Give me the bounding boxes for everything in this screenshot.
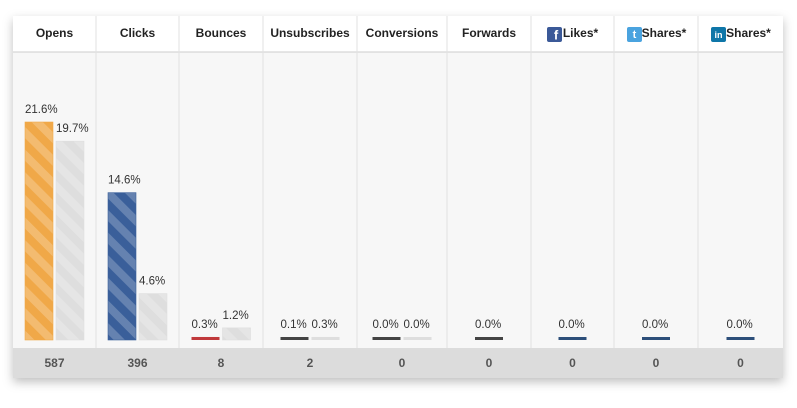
bar xyxy=(311,336,340,340)
value-label: 0.0% xyxy=(559,319,585,331)
facebook-icon-glyph: f xyxy=(554,27,559,42)
bar xyxy=(372,337,401,340)
value-label: 0.0% xyxy=(373,319,399,331)
social-icons: f t in xyxy=(547,27,726,42)
value-label: 21.6% xyxy=(25,104,58,116)
header-row xyxy=(13,16,783,52)
value-label: 0.0% xyxy=(475,319,501,331)
column-header: Conversions xyxy=(366,26,439,40)
footer-row xyxy=(13,348,783,378)
bar xyxy=(107,192,137,341)
count: 0 xyxy=(737,356,744,370)
value-label: 4.6% xyxy=(139,276,165,288)
bar xyxy=(138,293,168,341)
count: 8 xyxy=(218,356,225,370)
column-header: Likes* xyxy=(563,26,599,40)
linkedin-icon-glyph: in xyxy=(715,30,723,40)
bar xyxy=(475,337,503,340)
column-header: Forwards xyxy=(462,26,516,40)
value-label: 1.2% xyxy=(223,310,249,322)
count: 2 xyxy=(307,356,314,370)
column-header: Unsubscribes xyxy=(270,26,350,40)
bar xyxy=(403,337,432,340)
count: 0 xyxy=(399,356,406,370)
count: 587 xyxy=(44,356,64,370)
bar xyxy=(55,140,85,341)
value-label: 0.0% xyxy=(404,319,430,331)
column-header: Shares* xyxy=(642,26,687,40)
value-label: 14.6% xyxy=(108,175,141,187)
value-label: 0.3% xyxy=(192,319,218,331)
twitter-icon-glyph: t xyxy=(633,29,637,41)
bar xyxy=(726,337,755,340)
value-label: 19.7% xyxy=(56,123,89,135)
count: 0 xyxy=(486,356,493,370)
bar xyxy=(222,327,251,341)
value-label: 0.3% xyxy=(312,319,338,331)
column-header: Opens xyxy=(36,26,74,40)
bar xyxy=(280,337,309,340)
bar xyxy=(191,336,220,340)
column-header: Shares* xyxy=(726,26,771,40)
linkedin-icon xyxy=(711,27,726,42)
value-label: 0.0% xyxy=(642,319,668,331)
column-header: Bounces xyxy=(196,26,247,40)
count: 396 xyxy=(127,356,147,370)
twitter-icon xyxy=(627,27,642,42)
count: 0 xyxy=(653,356,660,370)
value-label: 0.1% xyxy=(281,319,307,331)
count: 0 xyxy=(569,356,576,370)
bar xyxy=(24,121,54,341)
value-label: 0.0% xyxy=(727,319,753,331)
facebook-icon xyxy=(547,27,562,42)
bar xyxy=(642,337,670,340)
column-header: Clicks xyxy=(120,26,156,40)
bar xyxy=(558,337,587,340)
